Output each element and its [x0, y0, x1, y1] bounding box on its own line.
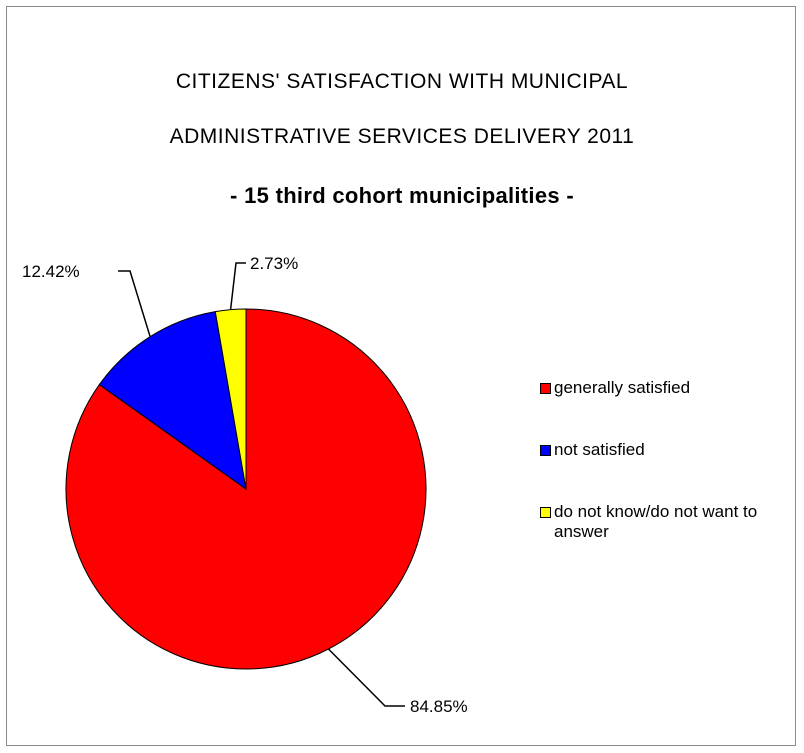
legend-label-not-satisfied: not satisfied	[554, 440, 645, 459]
legend-item-do-not-know: do not know/do not want to answer	[540, 502, 800, 542]
leader-line-1	[118, 270, 151, 337]
data-label-0: 84.85%	[410, 697, 468, 716]
legend: generally satisfied not satisfied do not…	[540, 378, 800, 584]
pie-slice-not-satisfied	[98, 311, 247, 491]
legend-label-generally-satisfied: generally satisfied	[554, 378, 691, 397]
data-label-1: 12.42%	[22, 262, 80, 281]
legend-swatch-not-satisfied	[540, 445, 551, 456]
legend-swatch-do-not-know	[540, 507, 551, 518]
legend-swatch-generally-satisfied	[540, 383, 551, 394]
chart-subtitle: - 15 third cohort municipalities -	[230, 183, 574, 208]
chart-title-line-2: ADMINISTRATIVE SERVICES DELIVERY 2011	[169, 125, 635, 148]
data-label-2: 2.73%	[250, 254, 298, 273]
legend-label-do-not-know: do not know/do not want to answer	[554, 502, 758, 541]
pie-slice-do-not-know	[214, 308, 247, 490]
leader-line-2	[229, 262, 246, 310]
chart-title-line-1: CITIZENS' SATISFACTION WITH MUNICIPAL	[175, 70, 629, 93]
leader-line-0	[327, 648, 405, 707]
legend-item-generally-satisfied: generally satisfied	[540, 378, 800, 398]
legend-item-not-satisfied: not satisfied	[540, 440, 800, 460]
